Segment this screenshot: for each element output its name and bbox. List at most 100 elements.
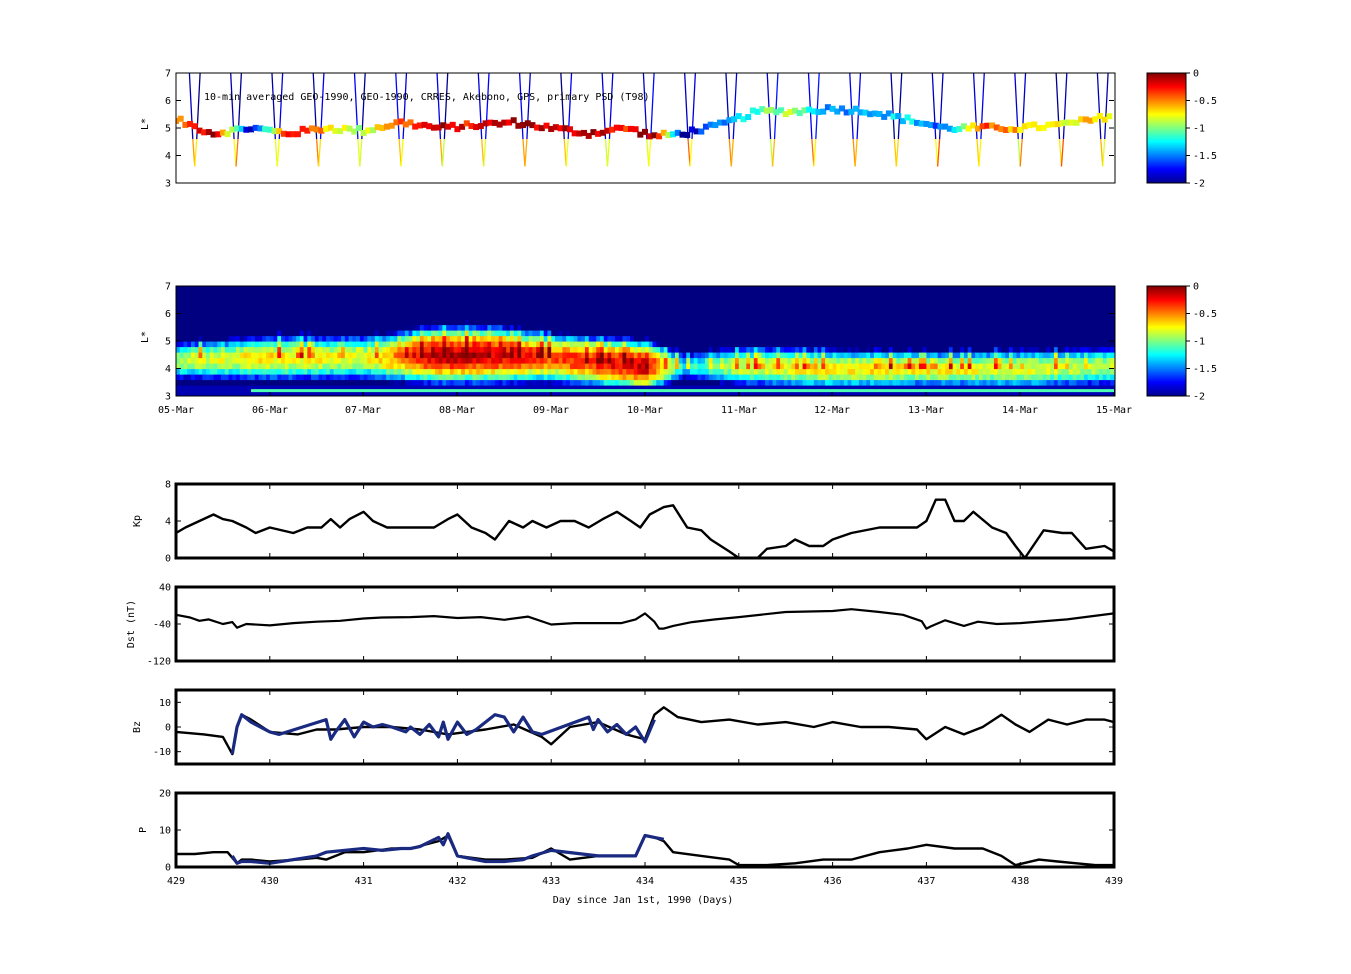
heatmap-cell	[626, 390, 631, 396]
heatmap-cell	[494, 330, 500, 337]
heatmap-cell	[1042, 346, 1048, 353]
psd-point	[848, 108, 855, 115]
heatmap-cell	[401, 335, 406, 342]
heatmap-cell	[299, 363, 305, 370]
heatmap-cell	[641, 313, 646, 320]
heatmap-cell	[176, 308, 181, 315]
heatmap-cell	[281, 368, 286, 375]
heatmap-cell	[675, 330, 680, 337]
heatmap-cell	[1035, 368, 1040, 375]
heatmap-cell	[179, 363, 185, 370]
heatmap-cell	[472, 286, 477, 293]
heatmap-cell	[986, 363, 991, 370]
heatmap-cell	[517, 346, 522, 353]
heatmap-cell	[761, 319, 766, 326]
heatmap-cell	[202, 308, 207, 315]
heatmap-cell	[686, 390, 691, 396]
heatmap-cell	[915, 330, 920, 337]
heatmap-cell	[266, 291, 271, 298]
heatmap-cell	[603, 346, 609, 353]
heatmap-cell	[693, 390, 699, 396]
heatmap-cell	[307, 286, 312, 293]
heatmap-cell	[431, 357, 436, 364]
heatmap-cell	[622, 357, 627, 364]
heatmap-cell	[513, 368, 519, 375]
heatmap-cell	[551, 385, 556, 392]
heatmap-cell	[371, 330, 376, 337]
heatmap-cell	[637, 308, 642, 315]
heatmap-cell	[896, 302, 901, 309]
heatmap-cell	[269, 357, 275, 364]
heatmap-cell	[986, 319, 991, 326]
heatmap-cell	[592, 352, 597, 359]
heatmap-cell	[667, 352, 672, 359]
heatmap-cell	[753, 368, 759, 375]
heatmap-cell	[723, 335, 729, 342]
psd-point	[599, 129, 606, 136]
heatmap-cell	[194, 341, 200, 348]
heatmap-cell	[851, 346, 856, 353]
heatmap-cell	[757, 379, 762, 386]
heatmap-cell	[723, 374, 729, 381]
heatmap-cell	[577, 390, 582, 396]
heatmap-cell	[1020, 357, 1025, 364]
heatmap-cell	[292, 390, 297, 396]
psd-point	[928, 122, 935, 129]
heatmap-cell	[813, 390, 819, 396]
heatmap-cell	[558, 308, 564, 315]
heatmap-cell	[498, 286, 504, 293]
heatmap-cell	[476, 357, 481, 364]
heatmap-cell	[750, 368, 755, 375]
heatmap-cell	[457, 379, 462, 386]
heatmap-cell	[633, 308, 639, 315]
heatmap-cell	[404, 335, 410, 342]
heatmap-cell	[1046, 379, 1051, 386]
heatmap-cell	[652, 313, 657, 320]
psd-point	[857, 109, 864, 116]
heatmap-cell	[633, 335, 639, 342]
heatmap-cell	[221, 291, 226, 298]
heatmap-cell	[569, 335, 575, 342]
heatmap-cell	[727, 335, 732, 342]
heatmap-cell	[191, 352, 196, 359]
heatmap-cell	[344, 330, 350, 337]
heatmap-cell	[614, 374, 620, 381]
heatmap-cell	[866, 374, 871, 381]
heatmap-cell	[720, 379, 725, 386]
heatmap-cell	[712, 390, 717, 396]
heatmap-cell	[371, 302, 376, 309]
heatmap-cell	[318, 330, 323, 337]
heatmap-cell	[378, 390, 383, 396]
heatmap-cell	[314, 313, 320, 320]
heatmap-cell	[517, 291, 522, 298]
psd-point	[351, 128, 358, 135]
heatmap-cell	[1001, 302, 1006, 309]
heatmap-cell	[322, 352, 327, 359]
heatmap-cell	[524, 319, 530, 326]
heatmap-cell	[344, 363, 350, 370]
heatmap-cell	[464, 297, 470, 304]
heatmap-cell	[517, 330, 522, 337]
heatmap-cell	[288, 374, 293, 381]
heatmap-cell	[221, 368, 226, 375]
heatmap-cell	[663, 324, 669, 331]
heatmap-cell	[1020, 341, 1025, 348]
heatmap-cell	[311, 363, 316, 370]
psd-point	[1017, 126, 1024, 133]
heatmap-cell	[795, 385, 800, 392]
heatmap-cell	[693, 363, 699, 370]
heatmap-cell	[311, 341, 316, 348]
heatmap-cell	[637, 352, 642, 359]
psd-point	[778, 107, 785, 114]
heatmap-cell	[791, 346, 796, 353]
heatmap-cell	[900, 308, 905, 315]
heatmap-cell	[228, 357, 233, 364]
heatmap-cell	[584, 297, 590, 304]
heatmap-cell	[434, 346, 440, 353]
heatmap-cell	[637, 313, 642, 320]
heatmap-cell	[232, 286, 237, 293]
heatmap-cell	[821, 313, 826, 320]
heatmap-cell	[539, 319, 545, 326]
heatmap-cell	[408, 330, 413, 337]
heatmap-cell	[494, 308, 500, 315]
